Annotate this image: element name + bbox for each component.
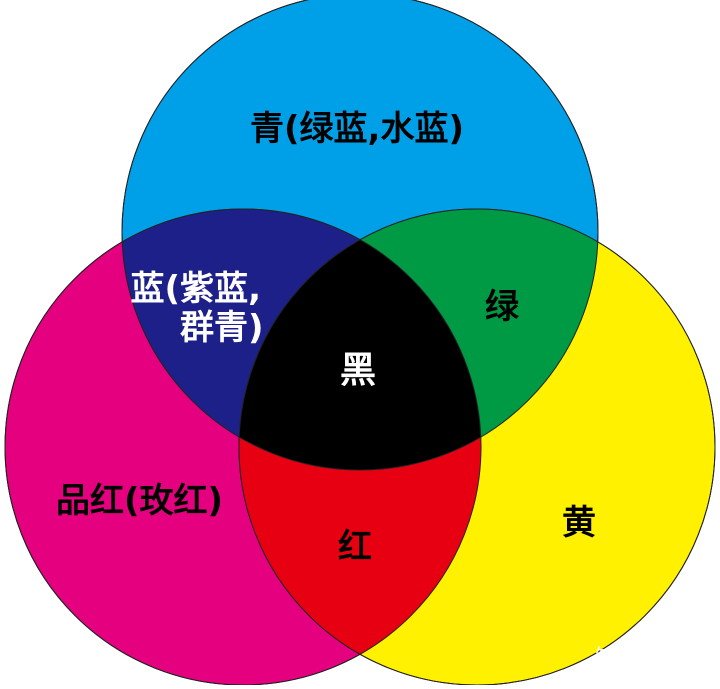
- watermark-text: 知乎 @SHK: [595, 644, 706, 668]
- yellow-label: 黄: [562, 503, 596, 543]
- blue-label-line1: 蓝(紫蓝,: [130, 269, 261, 309]
- red-label: 红: [338, 527, 372, 567]
- blue-label-line2: 群青): [180, 308, 264, 349]
- blue-label: 蓝(紫蓝, 群青): [128, 269, 264, 349]
- black-label: 黑: [340, 350, 377, 391]
- cyan-label: 青(绿蓝,水蓝): [250, 109, 464, 149]
- magenta-label: 品红(玫红): [56, 481, 224, 521]
- cyan-outline: [121, 0, 599, 471]
- green-label: 绿: [485, 287, 519, 327]
